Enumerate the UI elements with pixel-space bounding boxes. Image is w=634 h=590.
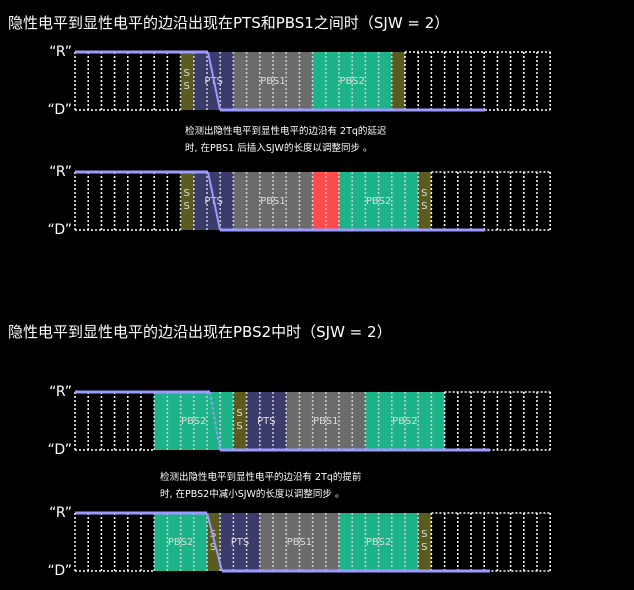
segment-label: SS (419, 188, 430, 214)
note-line: 检测出隐性电平到显性电平的边沿有 2Tq的提前 (160, 471, 361, 483)
signal-edge (207, 171, 221, 231)
level-label: “R” (49, 505, 72, 521)
segment-label: SS (234, 408, 245, 434)
segment-label: PBS2 (366, 196, 391, 207)
segment-label: PBS2 (168, 537, 193, 548)
level-label: “D” (48, 442, 72, 458)
segment (180, 52, 194, 110)
segment-label: PBS1 (287, 537, 312, 548)
level-label: “D” (48, 102, 72, 118)
bit-cell (431, 172, 551, 230)
segment (391, 52, 405, 110)
segment-label: PBS2 (339, 76, 364, 87)
segment (233, 392, 247, 450)
note-line: 时, 在PBS1 后插入SJW的长度以调整同步 。 (185, 142, 372, 154)
segment-label: PBS1 (260, 76, 285, 87)
bit-cell (431, 513, 551, 571)
segment-label: PBS2 (366, 537, 391, 548)
level-label: “R” (49, 44, 72, 60)
segment (246, 392, 287, 450)
level-label: “R” (49, 384, 72, 400)
segment-label: SS (181, 188, 192, 214)
segment-label: SS (181, 68, 192, 94)
signal-edge (206, 512, 223, 572)
segment-label: SS (419, 529, 430, 555)
note-line: 时, 在PBS2中减小SJW的长度以调整同步 。 (160, 488, 344, 500)
section-title: 隐性电平到显性电平的边沿出现在PBS2中时（SJW = 2） (8, 323, 392, 341)
section-title: 隐性电平到显性电平的边沿出现在PTS和PBS1之间时（SJW = 2） (8, 14, 449, 32)
segment (220, 513, 260, 571)
level-label: “R” (49, 164, 72, 180)
segment-label: PBS2 (392, 416, 417, 427)
level-label: “D” (48, 563, 72, 579)
segment (180, 172, 194, 230)
level-label: “D” (48, 222, 72, 238)
segment-label: PTS (231, 537, 250, 548)
signal-edge (207, 51, 221, 111)
segment-label: PBS1 (260, 196, 285, 207)
segment (418, 172, 432, 230)
segment-label: SS (208, 529, 219, 555)
segment (418, 513, 432, 571)
note-line: 检测出隐性电平到显性电平的边沿有 2Tq的延迟 (185, 125, 387, 137)
segment-label: PBS1 (313, 416, 338, 427)
segment-label: PTS (257, 416, 276, 427)
bit-cell (405, 52, 551, 110)
segment-label: PBS2 (181, 416, 206, 427)
